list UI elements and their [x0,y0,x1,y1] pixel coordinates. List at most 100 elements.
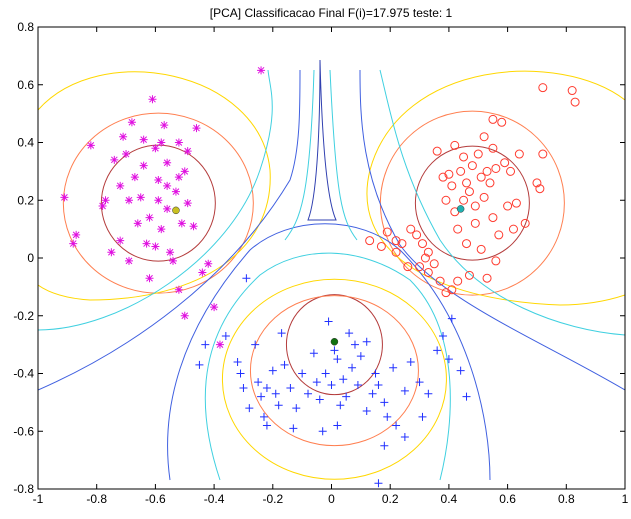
plus-marker [324,317,333,326]
contour-line [167,223,491,481]
star-marker [163,204,172,213]
star-marker [139,161,148,170]
plus-marker [462,392,471,401]
plus-marker [336,401,345,410]
plus-marker [245,404,254,413]
plus-marker [374,479,383,488]
circle-marker [467,161,477,171]
plus-marker [330,346,339,355]
y-tick-label: -0.6 [13,424,34,438]
star-marker [86,141,95,150]
plus-marker [236,369,245,378]
plus-marker [233,357,242,366]
star-marker [174,138,183,147]
circle-marker [479,132,489,142]
star-marker [142,239,151,248]
circle-marker [429,259,439,269]
plus-marker [342,392,351,401]
plus-marker [304,389,313,398]
circle-marker [538,83,548,93]
star-marker [180,311,189,320]
plus-marker [271,389,280,398]
plus-marker [259,412,268,421]
plus-marker [292,404,301,413]
plus-marker [380,441,389,450]
circle-marker [491,163,501,173]
circle-marker [453,224,463,234]
plus-marker [268,366,277,375]
circle-marker [462,178,472,188]
circle-marker [450,140,460,150]
star-marker [119,132,128,141]
contour-line [307,59,337,221]
plus-marker [362,337,371,346]
circle-marker [459,195,469,205]
plus-marker [257,392,266,401]
plus-marker [312,378,321,387]
plus-marker [195,360,204,369]
contour-line [38,69,273,331]
plus-marker [392,421,401,430]
circle-marker [488,114,498,124]
star-marker [183,199,192,208]
contour-line [249,295,419,447]
contour-line [285,294,383,396]
star-marker [107,248,116,257]
x-tick-label: 0.4 [441,492,458,506]
star-marker [189,222,198,231]
star-marker [124,196,133,205]
star-marker [60,193,69,202]
plus-marker [277,329,286,338]
star-marker [174,173,183,182]
star-marker [177,219,186,228]
plus-marker [406,357,415,366]
plus-marker [262,383,271,392]
star-marker [98,202,107,211]
circle-marker [397,239,407,249]
x-tick-label: -0.4 [204,492,225,506]
star-marker [148,95,157,104]
circle-marker [441,288,451,298]
contour-line [366,70,625,306]
circle-marker [520,218,530,228]
star-marker [127,118,136,127]
star-marker [180,167,189,176]
plus-marker [371,369,380,378]
circle-marker [476,244,486,254]
contour-line [38,71,271,301]
circle-marker [403,262,413,272]
star-marker [116,181,125,190]
star-marker [171,187,180,196]
star-marker [166,248,175,257]
x-tick-label: 0.6 [499,492,516,506]
circle-marker [482,166,492,176]
circle-marker [488,143,498,153]
y-tick-label: 0.6 [17,78,34,92]
plus-marker [309,349,318,358]
y-tick-label: 0.4 [17,136,34,150]
y-tick-label: -0.8 [13,482,34,496]
plus-marker [251,340,260,349]
star-marker [145,274,154,283]
circle-marker [473,149,483,159]
circle-marker [417,239,427,249]
plus-marker [439,331,448,340]
contour-line [38,69,301,391]
circle-marker [382,227,392,237]
circle-marker [491,256,501,266]
star-marker [151,242,160,251]
circle-marker [453,276,463,286]
star-marker [215,340,224,349]
contour-lines [38,59,625,481]
circle-marker [391,236,401,246]
chart-title: [PCA] Classificacao Final F(i)=17.975 te… [210,6,453,20]
contour-line [379,69,625,336]
contour-line [221,278,447,480]
circle-marker [415,262,425,272]
star-marker [130,173,139,182]
plus-marker [444,355,453,364]
circle-marker [567,86,577,96]
plus-marker [262,421,271,430]
plus-marker [221,331,230,340]
